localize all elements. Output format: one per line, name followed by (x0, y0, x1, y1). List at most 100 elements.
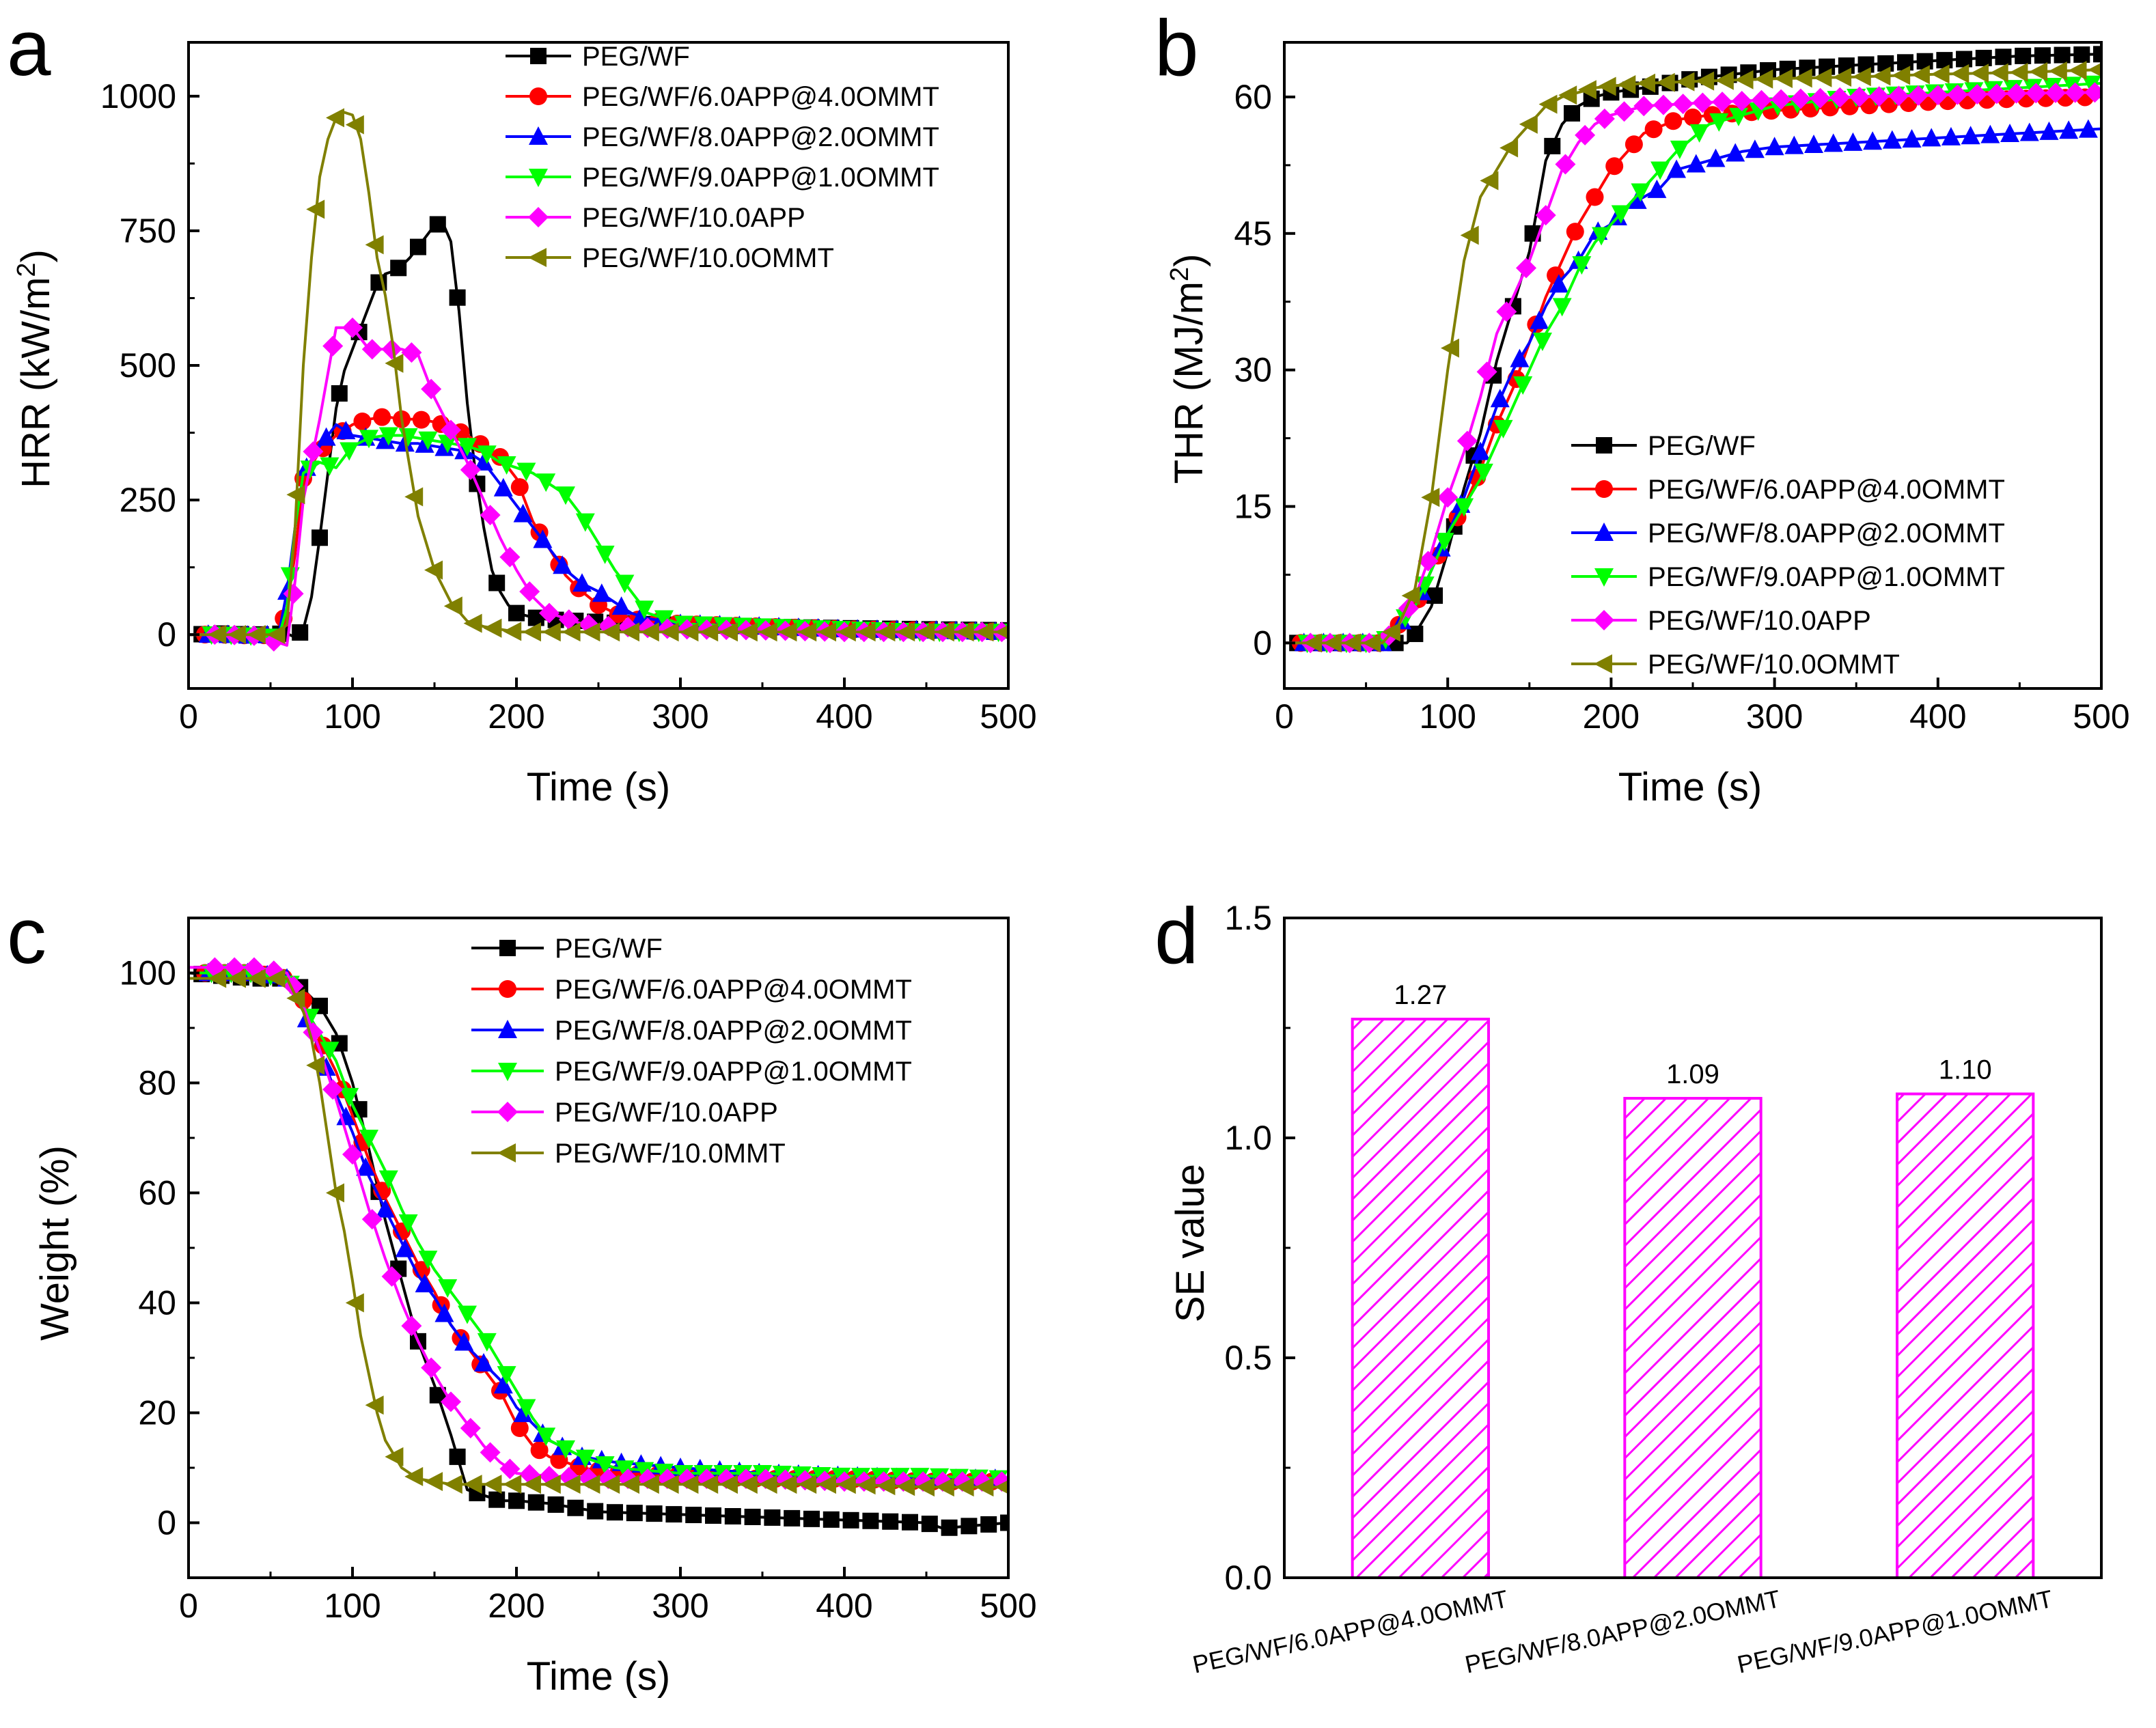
panel-c-series-5-point (286, 988, 305, 1008)
panel-a-series-3-point (497, 456, 516, 475)
panel-a-series-2-point (533, 529, 553, 548)
panel-b-series-5-point (1735, 70, 1754, 89)
panel-b-series-5-point (1872, 66, 1891, 86)
panel-c-series-0-point (1000, 1514, 1008, 1531)
panel-c-xtick-label: 200 (488, 1587, 544, 1625)
panel-b-legend-item: PEG/WF (1571, 431, 1756, 461)
panel-b-series-4-point (1712, 92, 1733, 113)
panel-c-series-1-point (530, 1441, 549, 1460)
panel-a-series-3-point (654, 610, 674, 629)
panel-c-plot: 0 100 200 300 400 500020406080100PEG/WFPEG/WF… (120, 917, 1037, 1625)
panel-b-series-4-point (1751, 89, 1772, 111)
panel-a-series-5-point (326, 108, 344, 128)
panel-a-series-4-point (421, 378, 442, 400)
panel-c-series-4-point (421, 1357, 442, 1378)
panel-c-series-2-point (474, 1353, 493, 1372)
panel-a-series-5-point (995, 624, 1008, 639)
bar-value-label: 1.10 (1939, 1055, 1992, 1085)
panel-b-series-5-point (1460, 225, 1479, 245)
panel-b-series-4-point (1555, 154, 1576, 175)
panel-c-series-5-point (443, 1475, 462, 1494)
panel-c-series-5-point (758, 1475, 777, 1494)
panel-c-series-3-point (595, 1456, 615, 1475)
panel-b-ytick-label: 45 (1234, 214, 1272, 253)
panel-b-legend-label: PEG/WF/9.0APP@1.0OMMT (1648, 562, 2005, 592)
panel-a-series-0 (189, 216, 1008, 643)
panel-c-series-2-point (356, 1157, 376, 1176)
panel-c-legend-label: PEG/WF/8.0APP@2.0OMMT (555, 1016, 912, 1046)
panel-c-ytick-label: 0 (157, 1504, 176, 1542)
panel-a-series-2-point (553, 555, 572, 574)
panel-b-xtick-label: 0 (1275, 697, 1294, 736)
panel-b-series-0-point (2034, 47, 2051, 64)
panel-b-series-0-point (2073, 46, 2090, 63)
panel-a-xtick-label: 100 (324, 697, 381, 736)
panel-c-legend-marker (499, 940, 516, 956)
panel-a-series-0-point (488, 574, 506, 591)
panel-c-series-0-point (587, 1503, 604, 1520)
svg-text:THR (MJ/m2): THR (MJ/m2) (1165, 254, 1211, 484)
panel-c-legend-marker (497, 1102, 518, 1122)
panel-c-series-5-point (463, 1475, 482, 1494)
panel-a-legend-marker (528, 207, 549, 227)
panel-a-series-5-point (424, 560, 443, 580)
panel-b-series-2-point (1510, 348, 1530, 367)
panel-b-series-4-point (1672, 94, 1694, 115)
panel-b-series-2-point (1627, 190, 1647, 209)
panel-b-legend-label: PEG/WF/10.0APP (1648, 606, 1871, 636)
panel-b-series-1-point (1664, 112, 1683, 130)
panel-a-legend-item: PEG/WF/10.0OMMT (506, 243, 834, 273)
panel-c-legend-marker (498, 1063, 517, 1081)
panel-a-series-2-point (592, 583, 611, 602)
panel-b-xtick-label: 200 (1583, 697, 1640, 736)
panel-b-series-3-point (1650, 161, 1670, 180)
panel-b-series-3-point (1454, 498, 1474, 517)
panel-c-xtick-label: 100 (324, 1587, 381, 1625)
panel-b-series-2-point (1745, 139, 1765, 158)
panel-c-ylabel: Weight (%) (33, 1145, 77, 1341)
panel-a-series-1-point (412, 410, 430, 429)
panel-c-legend-marker (499, 980, 516, 998)
panel-d-ylabel-main: SE value (1168, 1164, 1213, 1322)
panel-a-series-3-point (516, 462, 536, 482)
panel-c-series-0-point (921, 1516, 938, 1533)
bar-category-label: PEG/WF/9.0APP@1.0OMMT (1735, 1585, 2055, 1679)
se-bar (1351, 1018, 1490, 1579)
panel-b-series-4-line (1284, 91, 2101, 645)
panel-b-legend-marker (1594, 610, 1614, 630)
panel-a-xtick-label: 0 (179, 697, 198, 736)
panel-b-series-5-point (1558, 85, 1577, 105)
bar-category-label: PEG/WF/6.0APP@4.0OMMT (1190, 1585, 1510, 1679)
panel-c-series-5-point (798, 1475, 817, 1494)
panel-b-series-2-point (1726, 143, 1745, 162)
panel-a-series-5-point (443, 596, 462, 616)
panel-a-series-5-point (581, 622, 600, 642)
panel-b-legend-marker (1594, 522, 1614, 541)
panel-a-series-0-point (292, 624, 309, 641)
panel-a-series-4-point (480, 505, 501, 526)
panel-c-series-0-point (508, 1492, 525, 1509)
panel-b-ylabel: THR (MJ/m2) (1165, 254, 1211, 484)
panel-a-series-3-point (438, 434, 458, 454)
panel-a-series-2-point (572, 573, 592, 592)
panel-a-legend-item: PEG/WF/8.0APP@2.0OMMT (506, 122, 939, 152)
panel-b-series-2-point (1490, 389, 1510, 408)
panel-a-ytick-label: 1000 (100, 77, 176, 115)
panel-c-series-5-point (306, 1055, 325, 1075)
panel-c-series-3-point (458, 1305, 477, 1324)
panel-b-series-3-point (1572, 256, 1592, 275)
bar-category-label: PEG/WF/8.0APP@2.0OMMT (1463, 1585, 1783, 1679)
panel-c-series-4-point (361, 1209, 383, 1230)
panel-a-series-5-point (601, 622, 620, 642)
panel-a-series-3-point (320, 457, 340, 476)
panel-b-series-3-point (1474, 463, 1493, 482)
panel-b-series-4-point (2045, 83, 2067, 104)
panel-a-series-4-point (342, 317, 363, 338)
panel-a-legend-label: PEG/WF/8.0APP@2.0OMMT (582, 122, 939, 152)
panel-c-series-5-point (523, 1475, 541, 1494)
panel-b-series-5-point (1323, 633, 1342, 653)
panel-c-legend-item: PEG/WF/6.0APP@4.0OMMT (471, 975, 912, 1005)
panel-a-legend-item: PEG/WF/10.0APP (506, 203, 805, 233)
panel-b-series-5-point (1362, 633, 1381, 653)
panel-b-series-5-point (1577, 80, 1597, 100)
